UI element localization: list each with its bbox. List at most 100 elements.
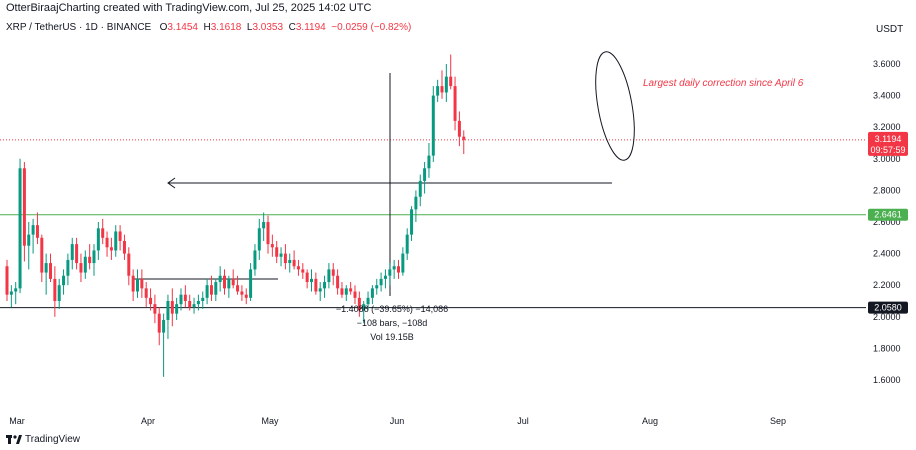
candle-body: [310, 278, 313, 283]
candle: [418, 174, 422, 207]
candle: [70, 237, 74, 270]
candle: [423, 161, 427, 194]
candle: [401, 247, 405, 276]
candle: [53, 266, 57, 317]
candle: [436, 79, 440, 102]
candle: [149, 288, 153, 311]
candle: [183, 285, 187, 308]
candle: [88, 244, 92, 270]
candle: [340, 282, 344, 298]
candle-body: [96, 228, 100, 251]
candle: [136, 269, 139, 298]
candle: [270, 234, 274, 257]
candle: [410, 206, 414, 241]
footer-brand-text: TradingView: [25, 434, 81, 445]
candle-body: [431, 95, 435, 156]
candle: [431, 86, 435, 162]
candle-body: [418, 180, 422, 197]
candle: [57, 278, 61, 309]
candle-body: [196, 301, 200, 305]
drawings-layer: [132, 51, 635, 296]
candle-body: [22, 168, 26, 246]
candle: [375, 278, 379, 295]
candle-body: [305, 272, 309, 283]
candle: [249, 263, 253, 301]
candle-body: [122, 240, 126, 254]
candle-body: [336, 275, 340, 289]
candle: [140, 269, 144, 298]
candle-body: [162, 319, 166, 333]
candle: [122, 234, 126, 260]
symbol-name[interactable]: XRP / TetherUS · 1D · BINANCE: [6, 22, 152, 33]
candle: [157, 307, 161, 346]
symbol-legend: XRP / TetherUS · 1D · BINANCE O3.1454 H3…: [6, 22, 411, 33]
currency-label: USDT: [876, 24, 904, 35]
candle-body: [114, 231, 118, 251]
candle-body: [49, 263, 52, 279]
candle-body: [153, 304, 157, 314]
level-badge: 2.0580: [868, 301, 908, 314]
candle-body: [127, 253, 131, 276]
y-tick-label: 2.6000: [873, 217, 901, 227]
candles-layer: [5, 54, 466, 377]
candle: [392, 259, 396, 279]
candle-body: [14, 288, 18, 292]
candle: [427, 143, 431, 178]
candle: [318, 282, 322, 301]
x-tick-label: Aug: [642, 416, 658, 426]
candle-body: [9, 291, 13, 295]
candle-body: [44, 263, 48, 273]
candle: [296, 259, 300, 276]
candle-body: [370, 288, 374, 298]
candle: [349, 282, 353, 295]
candle: [127, 247, 131, 286]
candle-body: [236, 285, 240, 292]
candle-body: [357, 297, 361, 311]
candle-body: [314, 278, 318, 292]
candle: [362, 301, 366, 324]
candle-body: [253, 250, 257, 270]
candle: [279, 247, 283, 267]
x-tick-label: Jul: [517, 416, 529, 426]
candle: [201, 291, 205, 309]
candle: [366, 291, 370, 311]
y-tick-label: 2.4000: [873, 249, 901, 259]
candle-body: [240, 291, 244, 295]
candle: [40, 234, 44, 283]
candle-body: [231, 278, 235, 286]
candle: [314, 272, 318, 295]
candle: [275, 240, 279, 264]
candle: [214, 278, 218, 301]
y-tick-label: 3.0000: [873, 154, 901, 164]
candle: [370, 285, 374, 305]
candle: [244, 288, 248, 305]
candle-body: [166, 301, 170, 320]
candle-body: [410, 209, 414, 235]
candle: [379, 272, 383, 292]
candle: [240, 285, 244, 301]
candle: [336, 269, 340, 295]
candle-body: [118, 231, 122, 241]
candle: [114, 225, 118, 257]
candle-body: [353, 291, 357, 298]
high-label: H: [203, 22, 211, 33]
candle-body: [244, 294, 248, 298]
candle-body: [27, 234, 31, 246]
candle-body: [109, 247, 113, 251]
candle: [179, 288, 183, 311]
candle-body: [75, 244, 79, 264]
candle: [283, 244, 287, 270]
candle-body: [318, 288, 322, 292]
change-value: −0.0259 (−0.82%): [331, 22, 412, 33]
candle: [83, 250, 87, 279]
candle-body: [157, 313, 161, 333]
candle: [288, 253, 292, 273]
candle: [223, 269, 226, 295]
low-value: 3.0353: [252, 22, 284, 33]
candle-body: [70, 244, 74, 260]
candle: [444, 64, 448, 102]
y-axis: 3.6000 3.4000 3.2000 3.0000 2.8000 2.6000 2.40…: [873, 59, 901, 385]
candle-body: [392, 266, 396, 270]
